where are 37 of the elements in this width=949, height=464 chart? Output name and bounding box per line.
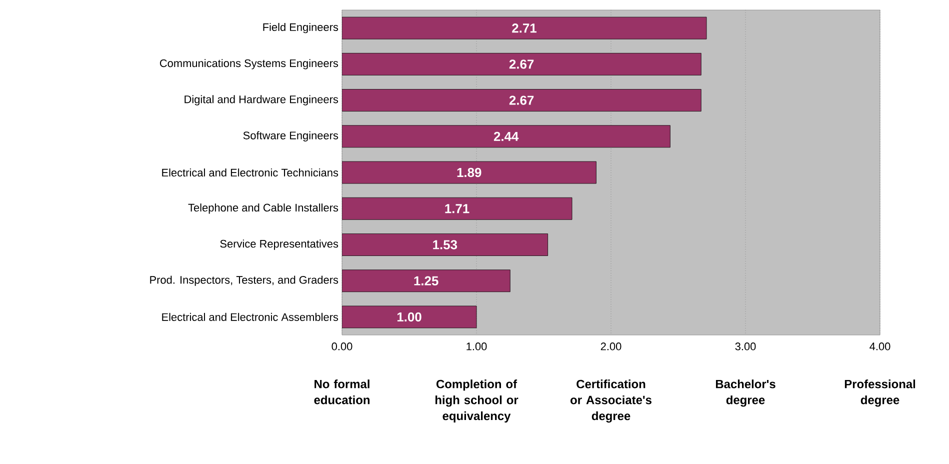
data-label: 2.67 — [509, 96, 534, 105]
y-tick-label: Prod. Inspectors, Testers, and Graders — [150, 276, 338, 286]
bar — [342, 306, 477, 328]
x-tick-label: 0.00 — [332, 342, 352, 350]
y-tick-label: Field Engineers — [263, 22, 338, 34]
y-tick-label: Telephone and Cable Installers — [188, 204, 338, 214]
data-label: 2.44 — [494, 132, 519, 141]
text: Professional degree — [844, 380, 916, 407]
text: No formal education — [314, 380, 370, 404]
bar — [342, 161, 596, 184]
text: Bachelor's degree — [716, 380, 776, 407]
y-tick-label: Electrical and Electronic Technicians — [162, 168, 338, 177]
y-tick-label: Digital and Hardware Engineers — [184, 95, 338, 106]
y-tick-label: Communications Systems Engineers — [160, 59, 338, 70]
bar — [342, 197, 572, 220]
bar — [342, 234, 548, 256]
data-label: 2.67 — [509, 60, 534, 69]
x-tick-label: 2.00 — [600, 342, 622, 350]
data-label: 1.71 — [445, 204, 470, 214]
text: Completion of high school or equivalency — [435, 380, 518, 423]
bar — [342, 125, 670, 148]
data-label: 1.00 — [397, 312, 422, 322]
x-tick-label: 3.00 — [735, 342, 756, 350]
bar — [342, 16, 707, 40]
x-tick-label: 4.00 — [870, 342, 890, 350]
x-tick-label: 1.00 — [466, 342, 487, 350]
bar — [342, 89, 702, 112]
data-label: 1.89 — [457, 168, 482, 178]
bar — [342, 52, 702, 76]
bar — [342, 270, 510, 292]
y-tick-label: Software Engineers — [243, 131, 338, 142]
y-tick-label: Service Representatives — [220, 240, 338, 250]
data-label: 1.25 — [414, 276, 438, 286]
text: Certification or Associate's degree — [570, 380, 652, 423]
data-label: 1.53 — [433, 240, 458, 250]
data-label: 2.71 — [512, 24, 536, 33]
y-tick-label: Electrical and Electronic Assemblers — [162, 312, 338, 321]
